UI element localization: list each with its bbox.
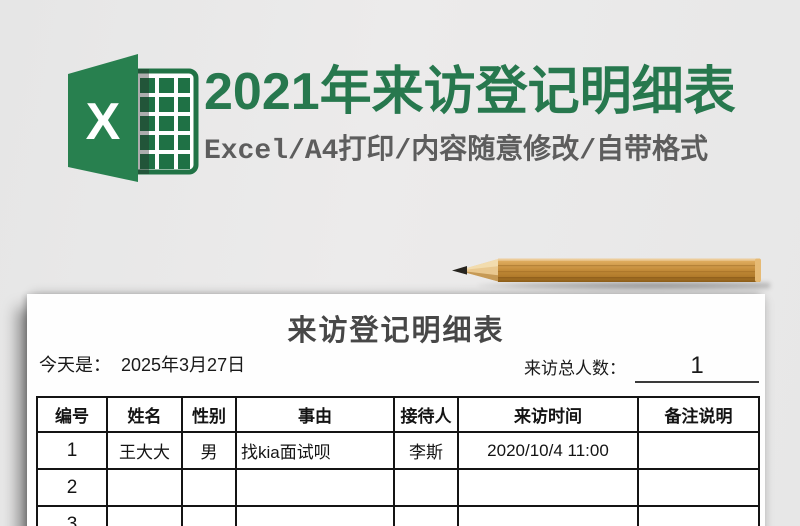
- table-cell: [637, 505, 760, 526]
- today-value: 2025年3月27日: [121, 355, 246, 375]
- table-cell: [235, 505, 395, 526]
- column-header: 备注说明: [637, 396, 760, 433]
- table-cell: [637, 431, 760, 470]
- table-cell: 2020/10/4 11:00: [457, 431, 639, 470]
- table-cell: [106, 505, 183, 526]
- table-cell: 3: [36, 505, 108, 526]
- total-value: 1: [690, 352, 704, 379]
- paper-sheet: 来访登记明细表 今天是： 2025年3月27日 来访总人数： 1 编号 姓名 性别 事由…: [27, 294, 765, 526]
- today-row: 今天是： 2025年3月27日: [39, 351, 245, 377]
- table-cell: 王大大: [106, 431, 183, 470]
- table-row: 3: [36, 505, 760, 526]
- paper-title: 来访登记明细表: [287, 315, 505, 347]
- table-cell: [181, 505, 237, 526]
- table-row: 1 王大大男找kia面试呗 李斯 2020/10/4 11:00: [36, 431, 760, 470]
- table-header-row: 编号 姓名 性别 事由 接待人 来访时间 备注说明: [36, 396, 760, 433]
- total-underline: 1: [635, 350, 759, 383]
- excel-x-letter: X: [86, 93, 121, 151]
- pencil-shadow: [478, 281, 770, 290]
- column-header: 姓名: [106, 396, 183, 433]
- table-cell: 2: [36, 468, 108, 507]
- table-cell: [637, 468, 760, 507]
- column-header: 性别: [181, 396, 237, 433]
- table-cell: 男: [181, 431, 237, 470]
- column-header: 编号: [36, 396, 108, 433]
- today-label: 今天是：: [39, 355, 111, 375]
- pencil-icon: [452, 256, 766, 284]
- table-cell: [181, 468, 237, 507]
- visitor-table-body: 1 王大大男找kia面试呗 李斯 2020/10/4 11:00 2 3: [36, 431, 760, 526]
- banner-titles: 2021年来访登记明细表 Excel/A4打印/内容随意修改/自带格式: [204, 63, 784, 168]
- table-cell: [393, 505, 459, 526]
- excel-logo-icon: X: [57, 49, 199, 187]
- table-cell: [457, 468, 639, 507]
- table-cell: 1: [36, 431, 108, 470]
- table-cell: [106, 468, 183, 507]
- banner-title: 2021年来访登记明细表: [204, 63, 736, 121]
- table-cell: [457, 505, 639, 526]
- visitor-table-header: 编号 姓名 性别 事由 接待人 来访时间 备注说明: [36, 396, 760, 433]
- total-label: 来访总人数：: [524, 359, 626, 378]
- column-header: 来访时间: [457, 396, 639, 433]
- table-row: 2: [36, 468, 760, 507]
- visitor-table: 编号 姓名 性别 事由 接待人 来访时间 备注说明 1 王大大男找kia面试呗 李斯 2020/1…: [36, 396, 760, 526]
- column-header: 接待人: [393, 396, 459, 433]
- column-header: 事由: [235, 396, 395, 433]
- banner-subtitle: Excel/A4打印/内容随意修改/自带格式: [204, 136, 709, 168]
- banner: X 2021年来访登记明细表 Excel/A4打印/内容随意修改/自带格式: [0, 0, 800, 200]
- table-cell: 李斯: [393, 431, 459, 470]
- table-cell: [393, 468, 459, 507]
- table-cell: 找kia面试呗: [235, 431, 395, 470]
- table-cell: [235, 468, 395, 507]
